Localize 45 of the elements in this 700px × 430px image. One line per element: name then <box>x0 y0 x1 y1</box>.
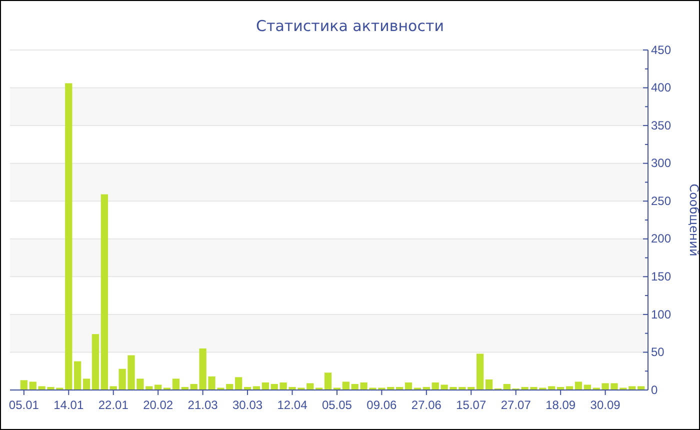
x-tick-label: 22.01 <box>98 398 129 412</box>
y-tick-label: 450 <box>651 42 672 57</box>
bar <box>638 386 645 390</box>
bar <box>92 334 100 390</box>
bar <box>82 378 90 390</box>
y-tick-label: 100 <box>651 307 672 322</box>
x-tick-label: 12.04 <box>277 398 308 412</box>
x-tick-label: 30.09 <box>590 398 621 412</box>
bar <box>574 382 582 390</box>
bar <box>404 382 412 390</box>
x-tick-label: 05.01 <box>8 398 40 412</box>
bar <box>566 386 574 390</box>
bar <box>100 194 108 390</box>
y-axis-title: Сообщений <box>687 184 700 256</box>
y-tick-label: 50 <box>651 345 665 360</box>
y-tick-label: 250 <box>651 194 672 208</box>
bar <box>485 379 493 390</box>
bar <box>342 382 350 390</box>
y-tick-label: 300 <box>651 156 672 170</box>
y-tick-label: 200 <box>651 232 672 246</box>
bar <box>20 380 28 390</box>
x-tick-label: 05.05 <box>322 398 352 412</box>
y-tick-label: 350 <box>651 118 672 132</box>
x-tick-label: 21.03 <box>188 398 218 412</box>
bar <box>154 384 162 390</box>
y-tick-label: 150 <box>651 270 672 284</box>
bar <box>74 361 82 390</box>
y-tick-label: 0 <box>651 382 658 397</box>
x-tick-label: 15.07 <box>456 398 486 412</box>
bar <box>235 377 242 390</box>
x-tick-label: 27.06 <box>411 398 442 412</box>
x-tick-label: 27.07 <box>500 398 532 412</box>
bar <box>584 384 591 390</box>
chart-title: Статистика активности <box>256 17 444 35</box>
bar <box>324 372 332 390</box>
x-tick-label: 14.01 <box>54 398 84 412</box>
y-tick-label: 400 <box>651 80 672 95</box>
bar <box>252 386 260 390</box>
x-tick-label: 09.06 <box>366 398 398 412</box>
x-tick-label: 18.09 <box>546 398 576 412</box>
bar <box>172 378 180 390</box>
bar <box>476 354 484 390</box>
x-tick-label: 30.03 <box>232 398 263 412</box>
bar <box>262 382 269 390</box>
x-tick-label: 20.02 <box>143 398 174 412</box>
